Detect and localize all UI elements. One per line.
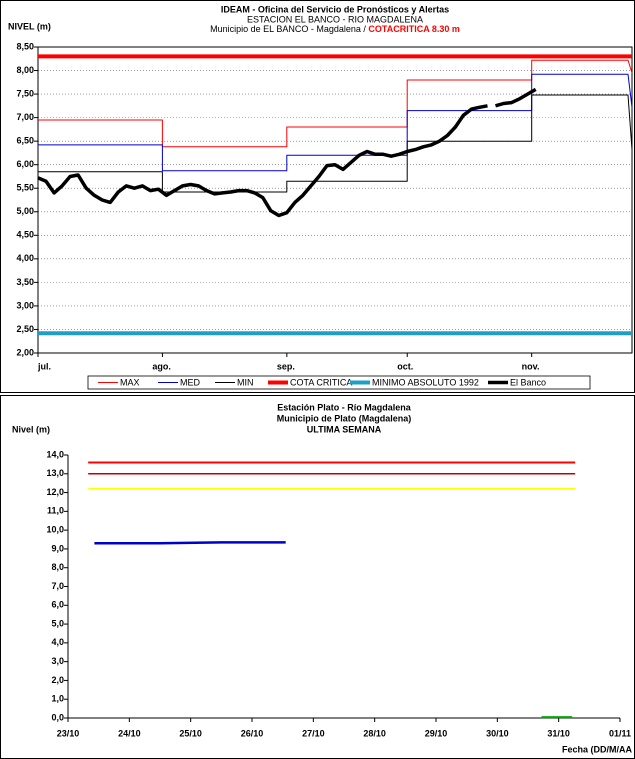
annotation: COTACRITICA 8.30 m xyxy=(368,24,460,34)
x-tick-label: oct. xyxy=(397,361,413,371)
y-axis-label: NIVEL (m) xyxy=(8,21,51,31)
y-tick-label: 11,0 xyxy=(47,506,64,516)
chart-title: Estación Plato - Río Magdalena xyxy=(277,402,412,412)
y-tick-label: 3,0 xyxy=(51,656,64,666)
y-tick-label: 1,0 xyxy=(51,694,64,704)
legend-label: El Banco xyxy=(510,377,546,387)
y-tick-label: 0,0 xyxy=(51,712,64,722)
legend-label: MIN xyxy=(237,377,254,387)
plot-area xyxy=(37,46,633,354)
y-tick-label: 5,00 xyxy=(16,206,34,216)
chart-title: Municipio de Plato (Magdalena) xyxy=(277,413,412,423)
x-tick-label: 30/10 xyxy=(486,728,509,738)
frame xyxy=(0,395,635,759)
y-axis-label: Nivel (m) xyxy=(12,424,50,434)
data-line xyxy=(94,541,286,545)
x-tick-label: 31/10 xyxy=(547,728,570,738)
data-line xyxy=(37,87,537,218)
y-tick-label: 8,50 xyxy=(16,41,34,51)
data-line xyxy=(38,73,633,172)
y-tick-label: 4,0 xyxy=(51,637,64,647)
y-tick-label: 6,0 xyxy=(51,600,64,610)
y-tick-label: 5,0 xyxy=(51,618,64,628)
y-tick-label: 8,00 xyxy=(16,65,34,75)
y-tick-label: 14,0 xyxy=(46,449,64,459)
chart-title: IDEAM - Oficina del Servicio de Pronósti… xyxy=(221,4,449,14)
data-line xyxy=(38,94,633,193)
chart-title: ULTIMA SEMANA xyxy=(307,424,382,434)
x-tick-label: 27/10 xyxy=(302,728,325,738)
y-tick-label: 3,00 xyxy=(16,300,34,310)
y-tick-label: 13,0 xyxy=(46,468,64,478)
x-tick-label: 29/10 xyxy=(425,728,448,738)
x-tick-label: 28/10 xyxy=(363,728,386,738)
y-tick-label: 2,00 xyxy=(16,347,34,357)
y-tick-label: 6,00 xyxy=(16,159,34,169)
x-tick-label: 25/10 xyxy=(179,728,202,738)
plot-area xyxy=(68,455,620,718)
legend xyxy=(87,375,591,390)
x-tick-label: 24/10 xyxy=(118,728,141,738)
y-tick-label: 9,0 xyxy=(51,543,64,553)
y-tick-label: 7,0 xyxy=(51,581,64,591)
y-tick-label: 4,50 xyxy=(16,230,34,240)
chart-title: ESTACION EL BANCO - RIO MAGDALENA xyxy=(247,14,423,24)
x-tick-label: 23/10 xyxy=(57,728,80,738)
y-tick-label: 7,00 xyxy=(16,112,34,122)
x-tick-label: ago. xyxy=(152,361,171,371)
y-tick-label: 8,0 xyxy=(51,562,64,572)
y-tick-label: 2,0 xyxy=(51,675,64,685)
y-tick-label: 3,50 xyxy=(16,277,34,287)
y-tick-label: 5,50 xyxy=(16,183,34,193)
x-axis-label: Fecha (DD/M/AA xyxy=(562,744,633,754)
y-tick-label: 4,00 xyxy=(16,253,34,263)
x-tick-label: 01/11 xyxy=(609,728,631,738)
subtitle-text: Municipio de EL BANCO - Magdalena / xyxy=(210,24,366,34)
x-tick-label: sep. xyxy=(277,361,295,371)
chart-subtitle: Municipio de EL BANCO - Magdalena / COTA… xyxy=(210,24,460,34)
legend-label: MINIMO ABSOLUTO 1992 xyxy=(372,377,479,387)
x-tick-label: nov. xyxy=(522,361,540,371)
y-tick-label: 10,0 xyxy=(46,525,64,535)
legend-label: COTA CRITICA xyxy=(290,377,352,387)
legend-label: MAX xyxy=(120,377,140,387)
y-tick-label: 7,50 xyxy=(16,88,34,98)
data-line xyxy=(38,59,633,148)
legend-label: MED xyxy=(180,377,201,387)
y-tick-label: 12,0 xyxy=(46,487,64,497)
x-tick-label: 26/10 xyxy=(241,728,264,738)
y-tick-label: 6,50 xyxy=(16,136,34,146)
x-tick-label: jul. xyxy=(37,361,51,371)
y-tick-label: 2,50 xyxy=(16,324,34,334)
